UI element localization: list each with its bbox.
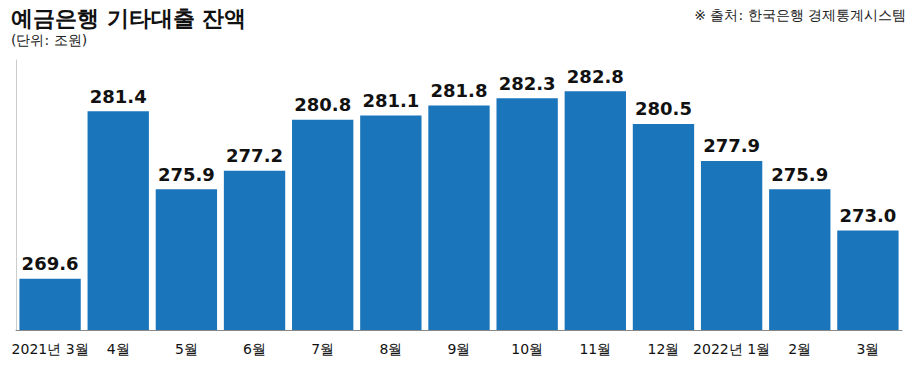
- svg-text:(단위: 조원): (단위: 조원): [11, 32, 87, 48]
- svg-text:8월: 8월: [379, 341, 402, 357]
- svg-text:7월: 7월: [311, 341, 334, 357]
- svg-text:5월: 5월: [175, 341, 198, 357]
- svg-text:275.9: 275.9: [771, 164, 828, 185]
- svg-text:277.9: 277.9: [703, 135, 760, 156]
- svg-text:273.0: 273.0: [839, 205, 896, 226]
- svg-text:2월: 2월: [788, 341, 811, 357]
- svg-text:275.9: 275.9: [158, 164, 215, 185]
- svg-text:예금은행 기타대출 잔액: 예금은행 기타대출 잔액: [11, 6, 246, 31]
- svg-text:4월: 4월: [107, 341, 130, 357]
- svg-text:10월: 10월: [511, 341, 543, 357]
- svg-text:281.1: 281.1: [362, 90, 419, 111]
- svg-text:282.3: 282.3: [499, 73, 556, 94]
- svg-text:※ 출처: 한국은행 경제통계시스템: ※ 출처: 한국은행 경제통계시스템: [694, 7, 906, 23]
- svg-text:12월: 12월: [648, 341, 680, 357]
- svg-text:281.4: 281.4: [90, 86, 147, 107]
- svg-text:280.5: 280.5: [635, 98, 692, 119]
- svg-text:269.6: 269.6: [22, 253, 79, 274]
- svg-text:2021년 3월: 2021년 3월: [12, 341, 89, 357]
- svg-text:3월: 3월: [856, 341, 879, 357]
- svg-text:280.8: 280.8: [294, 94, 351, 115]
- svg-text:11월: 11월: [579, 341, 611, 357]
- svg-text:2022년 1월: 2022년 1월: [693, 341, 770, 357]
- svg-text:282.8: 282.8: [567, 66, 624, 87]
- svg-text:6월: 6월: [243, 341, 266, 357]
- svg-text:277.2: 277.2: [226, 145, 283, 166]
- svg-text:9월: 9월: [448, 341, 471, 357]
- svg-text:281.8: 281.8: [431, 80, 488, 101]
